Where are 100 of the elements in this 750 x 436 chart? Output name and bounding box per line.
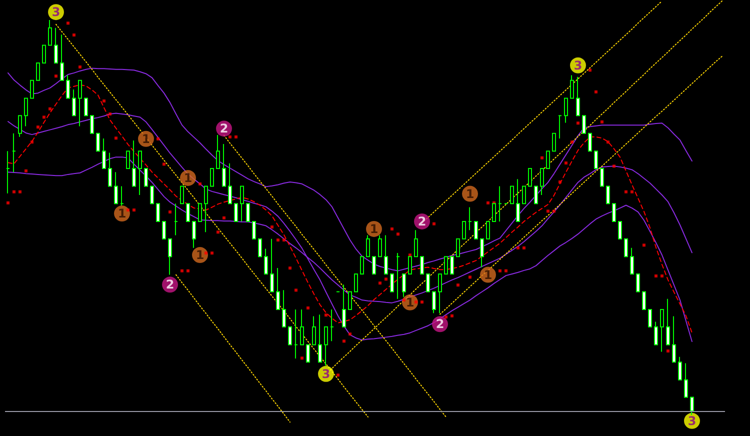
candlestick	[270, 238, 274, 292]
candlestick	[450, 256, 454, 274]
candlestick	[612, 203, 616, 222]
candlestick	[36, 62, 40, 81]
candlestick	[606, 186, 610, 204]
candlestick	[24, 98, 28, 127]
candlestick	[510, 186, 514, 204]
candlestick	[360, 256, 364, 274]
text: 2	[220, 122, 228, 136]
candlestick	[648, 309, 652, 328]
candlestick	[126, 150, 130, 170]
text: 1	[370, 222, 378, 236]
candlestick	[132, 140, 136, 187]
candlestick	[6, 150, 10, 194]
candlestick	[120, 186, 124, 206]
candlestick	[534, 186, 538, 204]
candlestick	[156, 203, 160, 222]
candlestick	[564, 98, 568, 124]
candlestick	[300, 309, 304, 346]
candlestick	[684, 362, 688, 398]
text: 3	[52, 5, 60, 20]
candlestick	[414, 230, 418, 258]
candlestick	[486, 220, 490, 240]
candlestick	[66, 74, 70, 99]
series-label: 3	[688, 414, 696, 428]
candlestick	[222, 144, 226, 187]
candlestick	[90, 115, 94, 134]
candlestick	[78, 80, 82, 127]
candlestick	[216, 134, 220, 170]
candlestick	[492, 203, 496, 222]
candlestick	[312, 316, 316, 346]
candlestick	[30, 80, 34, 99]
candlestick	[114, 172, 118, 204]
candlestick	[672, 316, 676, 363]
candlestick	[480, 238, 484, 268]
text: 1	[196, 248, 204, 262]
candlestick	[444, 256, 448, 274]
candlestick	[48, 20, 52, 46]
candlestick	[642, 291, 646, 310]
candlestick	[528, 168, 532, 187]
candlestick	[432, 291, 436, 314]
candlestick	[594, 150, 598, 170]
candlestick	[204, 186, 208, 233]
candlestick	[306, 344, 310, 363]
candlestick	[168, 238, 172, 276]
candlestick	[582, 115, 586, 134]
candlestick	[396, 252, 400, 300]
candlestick	[552, 132, 556, 152]
candlestick	[474, 220, 478, 240]
candlestick	[456, 238, 460, 258]
candlestick	[228, 162, 232, 204]
text: 1	[466, 186, 474, 201]
candlestick	[102, 138, 106, 170]
candlestick	[624, 238, 628, 258]
candlestick	[162, 220, 166, 240]
candlestick	[234, 203, 238, 222]
candlestick	[210, 168, 214, 187]
candlestick	[690, 396, 694, 416]
candlestick	[600, 168, 604, 187]
candlestick	[636, 273, 640, 292]
candlestick	[384, 234, 388, 274]
candlestick	[498, 186, 502, 222]
series-label: 1	[406, 295, 414, 310]
candlestick	[366, 234, 370, 258]
candlestick	[462, 220, 466, 240]
text: 2	[418, 214, 426, 228]
candlestick	[264, 248, 268, 274]
candlestick	[18, 115, 22, 138]
candlestick	[390, 273, 394, 292]
candlestick	[246, 203, 250, 222]
candlestick	[198, 203, 202, 222]
candlestick	[588, 132, 592, 152]
candlestick	[330, 309, 334, 342]
candlestick	[576, 76, 580, 116]
candlestick	[108, 152, 112, 187]
candlestick	[426, 273, 430, 292]
text: 3	[322, 366, 330, 381]
candlestick	[516, 178, 520, 222]
series-label: 2	[436, 317, 444, 332]
candlestick	[186, 203, 190, 222]
candlestick	[678, 356, 682, 380]
candlestick	[372, 256, 376, 274]
candlestick	[354, 273, 358, 292]
text: 1	[118, 206, 126, 221]
candlestick	[630, 247, 634, 274]
candlestick	[96, 132, 100, 152]
candlestick	[666, 298, 670, 346]
candlestick	[318, 314, 322, 363]
candlestick	[402, 273, 406, 298]
candlestick	[150, 186, 154, 204]
candlestick	[84, 98, 88, 116]
candlestick	[618, 220, 622, 240]
candlestick	[570, 74, 574, 99]
candlestick	[276, 268, 280, 310]
candlestick	[468, 206, 472, 231]
text: 3	[574, 58, 582, 72]
candlestick	[42, 44, 46, 64]
candlestick	[324, 326, 328, 366]
candlestick	[144, 168, 148, 187]
candlestick	[522, 186, 526, 204]
